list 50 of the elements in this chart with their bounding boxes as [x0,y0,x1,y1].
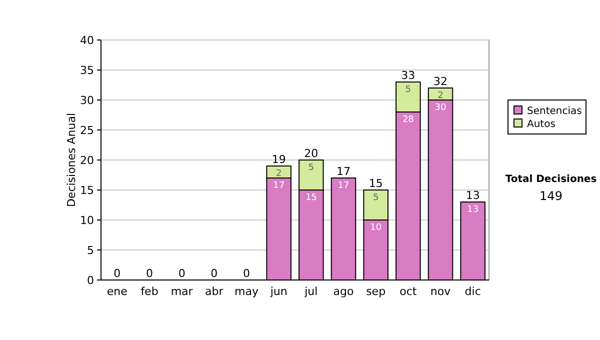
y-tick-label: 0 [87,274,94,287]
y-tick-label: 35 [80,64,94,77]
total-label: 0 [243,267,250,280]
x-tick-label: ene [106,285,128,298]
data-label: 15 [305,193,317,203]
y-tick-label: 5 [87,244,94,257]
total-label: 0 [146,267,153,280]
y-tick-label: 15 [80,184,94,197]
total-label: 0 [178,267,186,280]
x-tick-label: oct [400,285,418,298]
data-label: 28 [402,115,414,125]
total-label: 32 [434,75,448,88]
data-label: 13 [467,205,479,215]
y-tick-label: 20 [80,154,94,167]
data-label: 10 [370,223,382,233]
data-label: 30 [434,103,446,113]
total-label: 0 [210,267,218,280]
x-tick-label: dic [464,285,481,298]
total-label: 13 [466,189,480,202]
x-tick-label: nov [430,285,452,298]
data-label: 17 [338,181,350,191]
total-label: 15 [368,177,383,190]
total-label: 33 [401,69,416,82]
x-tick-label: sep [366,285,386,298]
data-label: 5 [372,193,379,203]
x-tick-label: ago [333,285,354,298]
y-axis-title: Decisiones Anual [65,112,78,208]
total-label: 19 [272,153,286,166]
text: 149 [540,189,562,203]
total-label: 17 [336,165,350,178]
legend-label: Autos [527,119,556,130]
text: Total Decisiones [505,174,597,185]
x-tick-label: mar [170,285,194,298]
data-label: 17 [273,181,285,191]
data-label: 2 [276,169,282,179]
data-label: 2 [438,91,444,101]
y-tick-label: 30 [80,94,94,107]
data-label: 5 [308,163,314,173]
x-tick-label: jun [269,285,288,298]
y-tick-label: 10 [80,214,94,227]
total-label: 20 [304,147,318,160]
data-label: 5 [405,85,412,95]
x-tick-label: jul [304,285,318,298]
x-tick-label: feb [140,285,158,298]
x-tick-label: may [234,285,259,298]
x-tick-label: abr [205,285,224,298]
legend-label: Sentencias [527,106,582,117]
total-label: 0 [114,267,121,280]
y-tick-label: 25 [80,124,94,137]
y-tick-label: 40 [80,34,94,47]
